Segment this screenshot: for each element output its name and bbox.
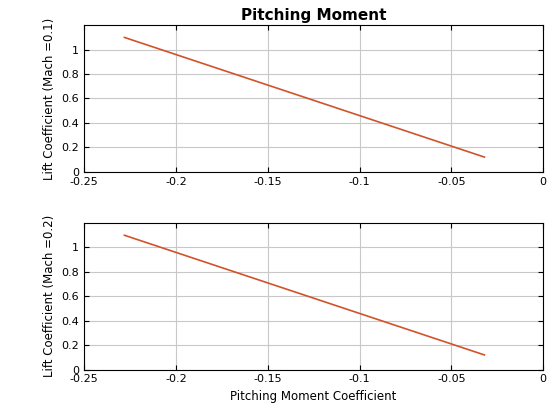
X-axis label: Pitching Moment Coefficient: Pitching Moment Coefficient <box>230 390 397 403</box>
Title: Pitching Moment: Pitching Moment <box>241 8 386 23</box>
Y-axis label: Lift Coefficient (Mach =0.2): Lift Coefficient (Mach =0.2) <box>43 215 56 378</box>
Y-axis label: Lift Coefficient (Mach =0.1): Lift Coefficient (Mach =0.1) <box>43 17 56 180</box>
